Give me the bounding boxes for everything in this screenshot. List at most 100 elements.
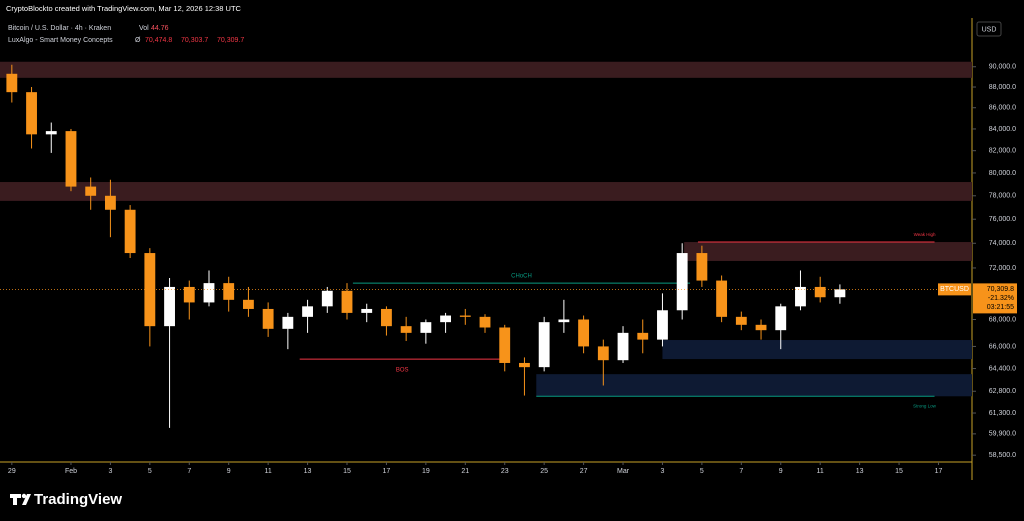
candle-body — [834, 289, 846, 298]
zone — [684, 242, 972, 261]
x-tick-label: 11 — [817, 468, 824, 475]
structure-label: Weak High — [914, 232, 936, 237]
candle-body — [617, 332, 629, 361]
candle-body — [361, 308, 373, 313]
vol-label: Vol — [139, 25, 149, 32]
zone — [662, 340, 972, 360]
x-tick-label: 13 — [856, 468, 864, 475]
candle-body — [459, 315, 471, 317]
y-tick-label: 78,000.0 — [989, 193, 1016, 200]
candle-body — [164, 286, 175, 327]
indicator-value: 70,309.7 — [217, 37, 244, 44]
candle-body — [676, 253, 688, 311]
candle-body — [578, 319, 590, 347]
x-tick-label: 13 — [304, 468, 312, 475]
candle-body — [440, 315, 452, 323]
x-tick-label: 19 — [422, 468, 430, 475]
y-tick-label: 80,000.0 — [989, 170, 1016, 177]
price-tag-symbol-box — [938, 283, 971, 296]
x-tick-label: 9 — [227, 468, 231, 475]
candle-body — [420, 322, 432, 333]
candle-body — [26, 92, 37, 135]
brand-logo — [10, 493, 31, 505]
y-tick-label: 62,800.0 — [989, 388, 1016, 395]
x-tick-label: 7 — [739, 468, 743, 475]
candle-body — [124, 209, 136, 254]
candle-body — [814, 286, 826, 298]
price-tag-countdown: 03:21:55 — [987, 304, 1014, 311]
structure-label: BOS — [396, 368, 409, 374]
credit: CryptoBlockto created with TradingView.c… — [6, 4, 242, 13]
currency[interactable]: USD — [982, 26, 997, 33]
x-tick-label: 25 — [540, 468, 548, 475]
x-tick-label: Feb — [65, 468, 77, 475]
price-tag-label: 70,309.8 — [987, 286, 1014, 293]
vol-value: 44.76 — [151, 25, 169, 32]
x-tick-label: 17 — [935, 468, 943, 475]
candle-body — [381, 308, 392, 327]
indicator-value: 70,303.7 — [181, 37, 208, 44]
x-tick-label: 9 — [779, 468, 783, 475]
candle-body — [302, 306, 313, 317]
zone — [0, 61, 972, 78]
zone — [536, 374, 972, 397]
candle-body — [519, 362, 530, 368]
currency-box[interactable] — [976, 21, 1002, 37]
x-tick-label: 17 — [383, 468, 391, 475]
candle-body — [558, 319, 570, 323]
candle-body — [183, 286, 195, 303]
x-tick-label: 11 — [264, 468, 271, 475]
candle-body — [104, 195, 116, 210]
x-tick-label: 3 — [108, 468, 112, 475]
candle-body — [243, 299, 254, 309]
candle-body — [341, 290, 353, 313]
price-tag-symbol: BTCUSD — [940, 286, 969, 293]
candle-body — [262, 308, 274, 329]
y-tick-label: 84,000.0 — [989, 126, 1016, 133]
candle-body — [400, 326, 412, 333]
candle-body — [775, 306, 787, 331]
y-tick-label: 72,000.0 — [989, 265, 1016, 272]
candle-body — [223, 283, 235, 300]
candle-body — [499, 327, 511, 363]
candle-body — [538, 322, 550, 368]
indicator-value: 70,474.8 — [145, 37, 172, 44]
candle-body — [203, 283, 215, 303]
candle-body — [321, 290, 333, 307]
x-tick-label: 5 — [148, 468, 152, 475]
candle-body — [45, 131, 57, 135]
price-tag-change: -21.32% — [988, 295, 1014, 302]
brand: TradingView — [34, 491, 122, 508]
candle-body — [282, 316, 294, 329]
x-tick-label: 15 — [343, 468, 351, 475]
zone — [0, 182, 972, 201]
x-tick-label: 23 — [501, 468, 509, 475]
x-tick-label: 15 — [895, 468, 903, 475]
candle-body — [716, 280, 728, 317]
candle-body — [597, 346, 609, 361]
x-tick-label: 3 — [661, 468, 665, 475]
x-tick-label: 27 — [580, 468, 588, 475]
candle-body — [6, 73, 18, 93]
y-tick-label: 61,300.0 — [989, 410, 1016, 417]
y-tick-label: 88,000.0 — [989, 84, 1016, 91]
candle-body — [144, 253, 156, 327]
candle-body — [696, 253, 708, 281]
indicator-name: LuxAlgo - Smart Money Concepts — [8, 37, 113, 44]
structure-label: CHoCH — [511, 274, 532, 280]
y-tick-label: 58,500.0 — [989, 452, 1016, 459]
y-tick-label: 74,000.0 — [989, 240, 1016, 247]
x-tick-label: 21 — [461, 468, 469, 475]
x-tick-label: Mar — [617, 468, 630, 475]
indicator-symbol: Ø — [135, 37, 141, 44]
x-tick-label: 29 — [8, 468, 16, 475]
candle-body — [637, 332, 649, 340]
y-tick-label: 82,000.0 — [989, 148, 1016, 155]
y-tick-label: 59,900.0 — [989, 431, 1016, 438]
candle-body — [657, 310, 668, 340]
x-tick-label: 7 — [187, 468, 191, 475]
symbol-line: Bitcoin / U.S. Dollar · 4h · Kraken — [8, 25, 111, 32]
candle-body — [479, 316, 491, 328]
candle-body — [755, 324, 767, 331]
